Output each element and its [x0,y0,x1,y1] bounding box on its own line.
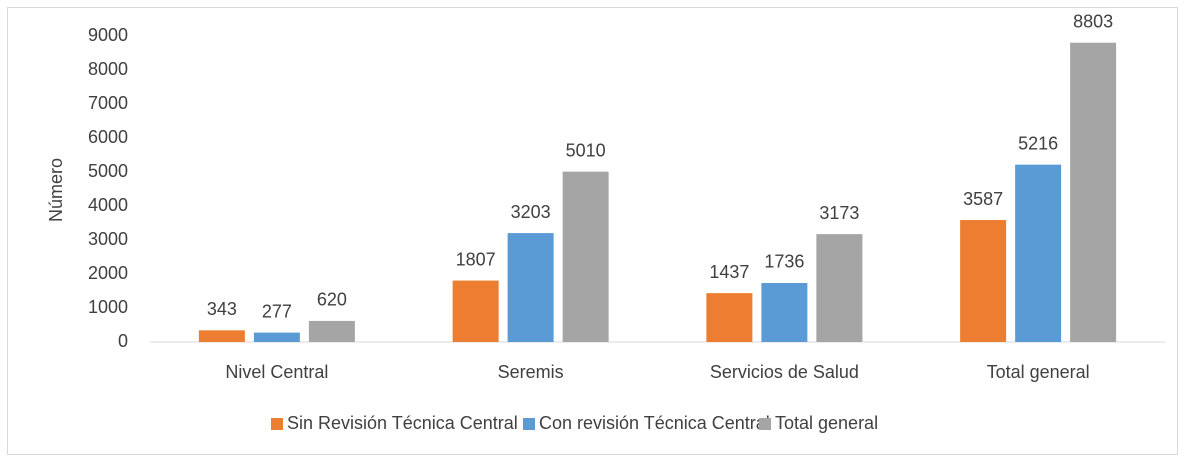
y-tick-label: 6000 [88,127,128,147]
x-tick-label: Total general [987,362,1090,382]
bar [562,171,609,342]
y-tick-label: 1000 [88,297,128,317]
bar [452,280,499,342]
y-tick-label: 5000 [88,161,128,181]
data-label: 277 [262,301,292,321]
bar [198,330,245,342]
y-tick-label: 9000 [88,25,128,45]
bar [308,320,355,342]
x-tick-label: Nivel Central [225,362,328,382]
legend-label: Con revisión Técnica Central [539,413,770,433]
bar [253,332,300,342]
bar [507,233,554,342]
data-label: 3203 [511,202,551,222]
data-label: 343 [207,299,237,319]
x-tick-label: Seremis [498,362,564,382]
bar [1015,164,1062,342]
data-label: 3587 [963,189,1003,209]
data-label: 5216 [1018,133,1058,153]
bar [761,282,808,342]
bar [960,220,1007,342]
y-tick-label: 7000 [88,93,128,113]
legend-swatch [271,418,283,430]
y-tick-label: 8000 [88,59,128,79]
data-label: 1807 [456,249,496,269]
legend-label: Sin Revisión Técnica Central [287,413,518,433]
y-tick-label: 0 [118,331,128,351]
x-tick-label: Servicios de Salud [710,362,859,382]
y-tick-label: 3000 [88,229,128,249]
data-label: 1736 [764,252,804,272]
y-tick-label: 4000 [88,195,128,215]
bar [816,234,863,342]
legend-swatch [523,418,535,430]
legend-swatch [759,418,771,430]
bar [1070,42,1117,342]
y-axis-label: Número [46,158,66,222]
data-label: 620 [317,290,347,310]
legend-label: Total general [775,413,878,433]
data-label: 1437 [709,262,749,282]
data-label: 8803 [1073,11,1113,31]
data-label: 3173 [819,203,859,223]
y-tick-label: 2000 [88,263,128,283]
data-label: 5010 [566,140,606,160]
bar [706,293,753,342]
